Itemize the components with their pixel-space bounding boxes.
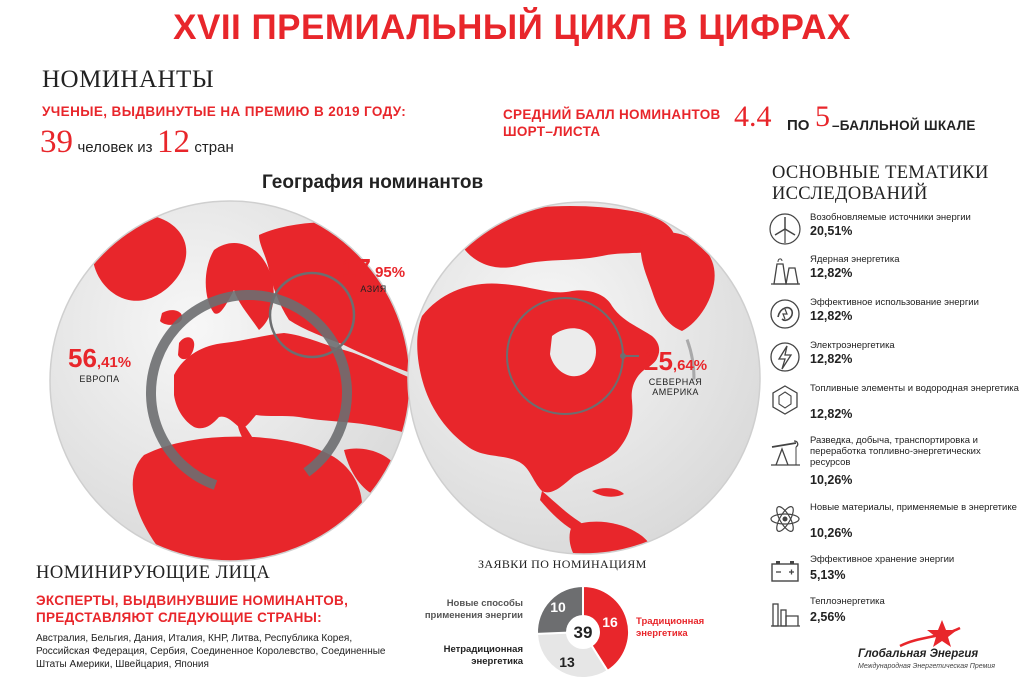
topic-item: Новые материалы, применяемые в энергетик… [768, 502, 1018, 550]
topic-name: Возобновляемые источники энергии [810, 212, 971, 223]
europe-highlight-arc [146, 290, 352, 496]
europe-percent-fraction: ,41% [96, 354, 132, 371]
average-score-label-line2: ШОРТ–ЛИСТА [503, 124, 601, 139]
label-new-methods: Новые способы применения энергии [418, 598, 523, 622]
topic-item: Эффективное использование энергии 12,82% [768, 297, 1018, 337]
experts-label: ЭКСПЕРТЫ, ВЫДВИНУВШИЕ НОМИНАНТОВ, ПРЕДСТ… [36, 593, 349, 625]
battery-icon [771, 561, 799, 582]
globe-north-america-map [407, 201, 761, 555]
topic-value: 10,26% [810, 473, 853, 487]
topic-item: Теплоэнергетика 2,56% [768, 596, 1018, 636]
topic-value: 12,82% [810, 309, 853, 323]
globe-north-america: 25,64% СЕВЕРНАЯ АМЕРИКА [402, 196, 766, 560]
topic-item: Ядерная энергетика 12,82% [768, 254, 1018, 294]
topic-item: Топливные элементы и водородная энергети… [768, 383, 1019, 431]
thermal-plant-icon [771, 603, 800, 627]
lightning-icon [770, 342, 800, 372]
countries-text: стран [194, 139, 234, 156]
score-scale-max: 5 [815, 100, 830, 133]
topic-item: Возобновляемые источники энергии 20,51% [768, 212, 1018, 252]
topic-name: Электроэнергетика [810, 340, 895, 351]
average-score-value: 4.4 [734, 100, 772, 133]
asia-percent-fraction: ,95% [370, 264, 406, 281]
logo-subtitle: Международная Энергетическая Премия [858, 663, 996, 670]
topics-heading-line2: ИССЛЕДОВАНИЙ [772, 184, 928, 204]
label-nontraditional: Нетрадиционная энергетика [418, 644, 523, 668]
molecule-icon [770, 506, 800, 532]
north-america-label: 25,64% СЕВЕРНАЯ АМЕРИКА [644, 346, 707, 397]
topic-value: 20,51% [810, 224, 853, 238]
topic-item: Эффективное хранение энергии 5,13% [768, 554, 1018, 594]
europe-name: ЕВРОПА [79, 374, 120, 384]
europe-percent-whole: 56 [68, 343, 97, 373]
topic-value: 12,82% [810, 266, 853, 280]
label-new-methods-line1: Новые способы [446, 598, 523, 609]
people-count-line: 39 человек из 12 стран [40, 124, 234, 161]
average-score-block: СРЕДНИЙ БАЛЛ НОМИНАНТОВ ШОРТ–ЛИСТА 4.4 П… [503, 100, 993, 144]
applications-donut-chart: 39 10 16 13 [535, 584, 630, 679]
people-count: 39 [40, 124, 73, 160]
nominees-heading: НОМИНАНТЫ [42, 66, 215, 93]
geography-title: География номинантов [262, 172, 484, 193]
north-america-name-line1: СЕВЕРНАЯ [648, 377, 703, 387]
countries-list: Австралия, Бельгия, Дания, Италия, КНР, … [36, 633, 386, 670]
donut-value-traditional: 16 [602, 614, 618, 630]
topics-heading-line1: ОСНОВНЫЕ ТЕМАТИКИ [772, 163, 989, 183]
topic-value: 12,82% [810, 352, 853, 366]
topic-name: Теплоэнергетика [810, 596, 885, 607]
asia-name: АЗИЯ [360, 284, 387, 294]
globe-europe-asia: 56,41% ЕВРОПА 17,95% АЗИЯ [44, 195, 416, 567]
asia-label: 17,95% АЗИЯ [342, 253, 405, 294]
label-nontraditional-line1: Нетрадиционная [443, 644, 523, 655]
oil-pump-icon [771, 440, 800, 466]
north-america-percent-whole: 25 [644, 346, 673, 376]
efficiency-icon [770, 299, 800, 329]
label-traditional-line2: энергетика [636, 628, 688, 639]
topic-value: 2,56% [810, 610, 846, 624]
label-traditional-line1: Традиционная [636, 616, 705, 627]
donut-total: 39 [574, 623, 593, 642]
label-traditional: Традиционная энергетика [636, 616, 746, 640]
topic-value: 12,82% [810, 407, 853, 421]
nuclear-plant-icon [771, 258, 800, 285]
topic-name: Эффективное хранение энергии [810, 554, 955, 565]
topic-value: 10,26% [810, 526, 853, 540]
topic-value: 5,13% [810, 568, 846, 582]
north-america-name-line2: АМЕРИКА [652, 387, 699, 397]
topics-heading: ОСНОВНЫЕ ТЕМАТИКИ ИССЛЕДОВАНИЙ [772, 163, 1012, 205]
donut-value-nontraditional: 13 [559, 654, 575, 670]
nominating-heading: НОМИНИРУЮЩИЕ ЛИЦА [36, 563, 271, 583]
asia-highlight-circle [268, 271, 356, 359]
scientists-label: УЧЕНЫЕ, ВЫДВИНУТЫЕ НА ПРЕМИЮ В 2019 ГОДУ… [42, 104, 407, 119]
hydrogen-icon [772, 385, 798, 415]
label-nontraditional-line2: энергетика [471, 656, 523, 667]
topic-item: Электроэнергетика 12,82% [768, 340, 1018, 380]
countries-count: 12 [156, 124, 190, 160]
average-score-label: СРЕДНИЙ БАЛЛ НОМИНАНТОВ ШОРТ–ЛИСТА [503, 106, 721, 140]
asia-percent-whole: 17 [342, 253, 371, 283]
global-energy-logo [899, 620, 961, 648]
topic-name: Ядерная энергетика [810, 254, 900, 265]
topic-name: Новые материалы, применяемые в энергетик… [810, 502, 1017, 513]
donut-value-new-methods: 10 [550, 599, 566, 615]
wind-turbine-icon [769, 213, 801, 245]
topic-item: Разведка, добыча, транспортировка и пере… [768, 435, 1018, 497]
label-new-methods-line2: применения энергии [424, 610, 523, 621]
average-score-label-line1: СРЕДНИЙ БАЛЛ НОМИНАНТОВ [503, 107, 721, 122]
north-america-percent-fraction: ,64% [672, 357, 708, 374]
score-po-text: ПО [787, 117, 810, 134]
score-scale-text: –БАЛЛЬНОЙ ШКАЛЕ [832, 118, 976, 133]
europe-label: 56,41% ЕВРОПА [68, 343, 131, 384]
logo-name: Глобальная Энергия [858, 648, 979, 660]
donut-center [566, 615, 600, 649]
globe-europe-asia-map [49, 200, 411, 562]
people-text: человек из [77, 139, 153, 156]
topic-name: Эффективное использование энергии [810, 297, 979, 308]
topic-name: Топливные элементы и водородная энергети… [810, 383, 1019, 394]
topic-name: Разведка, добыча, транспортировка и пере… [810, 435, 981, 468]
page-title: XVII ПРЕМИАЛЬНЫЙ ЦИКЛ В ЦИФРАХ [173, 8, 851, 47]
applications-title: ЗАЯВКИ ПО НОМИНАЦИЯМ [478, 557, 647, 571]
